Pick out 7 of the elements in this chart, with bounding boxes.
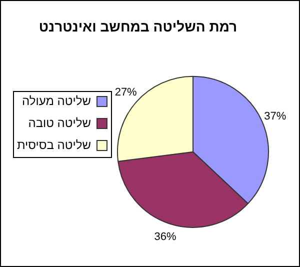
data-label: 37% xyxy=(264,110,286,122)
data-label: 27% xyxy=(114,86,138,99)
legend-label: שליטה בסיסית xyxy=(17,138,92,152)
chart-title: רמת השליטה במחשב ואינטרנט xyxy=(38,18,238,34)
data-label: 36% xyxy=(154,231,177,244)
legend-label: שליטה מעולה xyxy=(22,94,92,108)
legend-label: שליטה טובה xyxy=(28,116,92,130)
